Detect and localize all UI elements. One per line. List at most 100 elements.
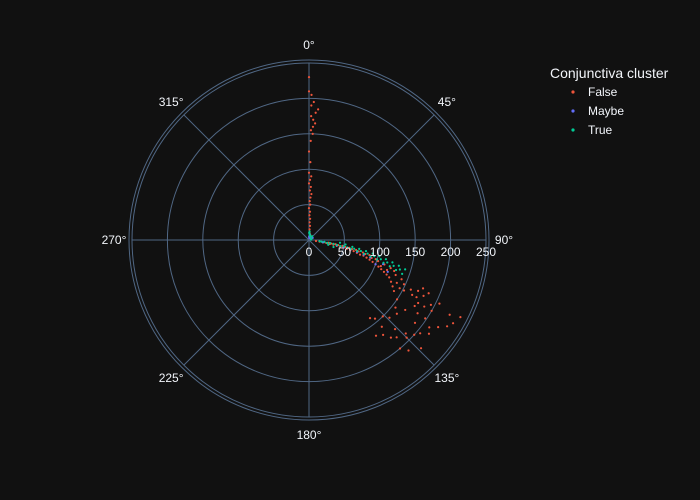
- data-point: [307, 207, 311, 210]
- data-point: [320, 240, 323, 243]
- scatter-points: [307, 76, 462, 352]
- data-point: [382, 261, 385, 264]
- data-point: [430, 309, 433, 312]
- data-point: [404, 308, 407, 312]
- data-point: [428, 326, 431, 329]
- legend-marker: [571, 109, 575, 113]
- data-point: [307, 171, 311, 174]
- data-point: [391, 285, 394, 288]
- data-point: [424, 317, 427, 320]
- data-point: [338, 241, 342, 244]
- angular-tick-label: 180°: [297, 428, 322, 442]
- angular-grid-line: [308, 114, 435, 241]
- data-point: [389, 336, 393, 339]
- legend[interactable]: Conjunctiva cluster False Maybe True: [550, 65, 669, 137]
- data-point: [393, 328, 397, 331]
- data-point: [438, 302, 441, 305]
- data-point: [314, 111, 317, 114]
- data-point: [314, 239, 318, 243]
- data-point: [416, 312, 419, 315]
- data-point: [323, 240, 326, 243]
- data-point: [388, 316, 391, 319]
- radial-tick-label: 50: [338, 245, 352, 259]
- angular-tick-label: 270°: [102, 233, 127, 247]
- data-point: [427, 292, 430, 295]
- data-point: [309, 185, 312, 189]
- data-point: [394, 268, 398, 272]
- data-point: [362, 252, 366, 255]
- data-point: [317, 108, 320, 111]
- data-point: [419, 347, 423, 350]
- data-point: [379, 265, 382, 268]
- series-true: [308, 230, 407, 276]
- legend-item-false[interactable]: False: [571, 85, 618, 99]
- data-point: [346, 246, 349, 249]
- data-point: [386, 270, 389, 273]
- data-point: [307, 90, 311, 93]
- data-point: [312, 118, 315, 121]
- data-point: [389, 280, 393, 283]
- data-point: [416, 289, 420, 292]
- data-point: [371, 252, 374, 255]
- data-point: [413, 333, 416, 336]
- data-point: [395, 281, 398, 284]
- data-point: [366, 252, 369, 255]
- data-point: [311, 132, 314, 135]
- data-point: [349, 247, 352, 250]
- data-point: [404, 268, 407, 271]
- data-point: [395, 312, 398, 315]
- data-point: [309, 238, 313, 241]
- data-point: [394, 273, 397, 277]
- data-point: [380, 325, 383, 328]
- data-point: [309, 235, 312, 238]
- radial-tick-label: 250: [476, 245, 496, 259]
- data-point: [332, 242, 335, 245]
- data-point: [407, 349, 410, 352]
- legend-label: True: [588, 123, 613, 137]
- angular-grid-line: [308, 239, 435, 366]
- legend-item-maybe[interactable]: Maybe: [571, 104, 624, 118]
- data-point: [395, 336, 398, 339]
- data-point: [381, 315, 384, 318]
- data-point: [374, 263, 377, 266]
- legend-label: Maybe: [588, 104, 624, 118]
- data-point: [382, 333, 385, 336]
- data-point: [404, 332, 407, 335]
- data-point: [394, 306, 397, 309]
- data-point: [308, 230, 311, 233]
- data-point: [309, 203, 312, 206]
- data-point: [356, 250, 359, 253]
- data-point: [389, 267, 392, 270]
- data-point: [365, 256, 368, 259]
- data-point: [369, 255, 372, 258]
- data-point: [368, 317, 372, 320]
- data-point: [392, 264, 395, 267]
- data-point: [368, 258, 371, 261]
- data-point: [379, 258, 382, 261]
- data-point: [417, 301, 420, 305]
- data-point: [380, 268, 383, 271]
- data-point: [308, 224, 312, 227]
- data-point: [327, 243, 330, 246]
- legend-item-true[interactable]: True: [571, 123, 613, 137]
- data-point: [395, 298, 399, 301]
- data-point: [386, 261, 389, 264]
- data-point: [448, 313, 451, 316]
- data-point: [307, 182, 311, 185]
- data-point: [382, 270, 386, 273]
- data-point: [342, 245, 345, 248]
- angular-tick-label: 90°: [495, 233, 513, 247]
- data-point: [309, 139, 312, 142]
- data-point: [307, 150, 311, 153]
- data-point: [351, 245, 354, 248]
- data-point: [402, 289, 406, 292]
- angular-tick-label: 135°: [434, 371, 459, 385]
- data-point: [310, 93, 313, 96]
- data-point: [398, 287, 401, 290]
- data-point: [385, 268, 389, 272]
- data-point: [378, 255, 381, 258]
- data-point: [332, 245, 335, 249]
- data-point: [377, 265, 380, 268]
- data-point: [419, 332, 422, 335]
